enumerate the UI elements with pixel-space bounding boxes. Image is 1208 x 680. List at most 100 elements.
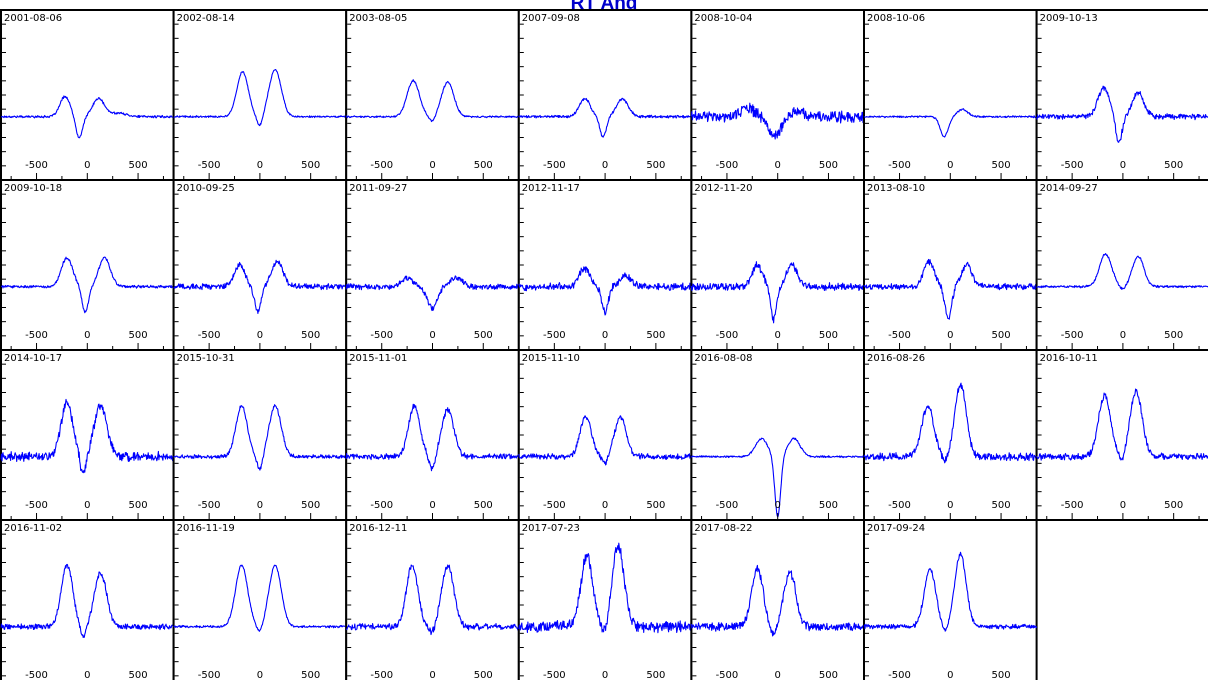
- x-tick-label: -500: [716, 500, 739, 511]
- x-tick-label: 0: [775, 160, 781, 171]
- panel-date-label: 2014-10-17: [4, 353, 62, 364]
- x-tick-label: 500: [992, 670, 1011, 680]
- x-tick-label: 0: [602, 500, 608, 511]
- spectrum-panel: -500 0 500 2013-08-10: [863, 179, 1038, 351]
- panel-frame: [690, 349, 866, 521]
- x-tick-label: 0: [947, 160, 953, 171]
- x-tick-label: -500: [1061, 500, 1084, 511]
- x-tick-label: -500: [543, 330, 566, 341]
- spectrum-line: [518, 266, 692, 316]
- panel-date-label: 2015-11-10: [522, 353, 580, 364]
- panel-date-label: 2013-08-10: [867, 183, 925, 194]
- x-tick-label: -500: [198, 500, 221, 511]
- panel-frame: [863, 349, 1038, 521]
- spectrum-line: [690, 564, 865, 637]
- x-tick-label: 0: [429, 670, 435, 680]
- spectrum-panel: -500 0 500 2008-10-04: [690, 9, 866, 181]
- x-tick-label: -500: [543, 160, 566, 171]
- x-tick-label: 500: [301, 500, 320, 511]
- x-tick-label: -500: [543, 670, 566, 680]
- spectrum-panel: -500 0 500 2012-11-17: [517, 179, 693, 351]
- panel-frame: [517, 349, 693, 521]
- x-tick-label: 500: [301, 330, 320, 341]
- x-tick-label: 500: [819, 160, 838, 171]
- spectrum-panel: -500 0 500 2015-10-31: [172, 349, 348, 521]
- panel-frame: [0, 519, 175, 680]
- x-tick-label: 500: [646, 500, 665, 511]
- x-tick-label: 500: [819, 500, 838, 511]
- panel-frame: [345, 349, 520, 521]
- panel-frame: [1035, 349, 1208, 521]
- spectrum-line: [863, 258, 1038, 320]
- x-tick-label: 500: [1164, 160, 1183, 171]
- x-tick-label: -500: [716, 160, 739, 171]
- x-tick-label: 0: [947, 330, 953, 341]
- spectrum-panel: -500 0 500 2002-08-14: [172, 9, 348, 181]
- spectrum-panel: -500 0 500 2017-09-24: [863, 519, 1038, 680]
- spectrum-panel: -500 0 500 2009-10-18: [0, 179, 175, 351]
- x-tick-label: 0: [84, 500, 90, 511]
- x-tick-label: -500: [888, 500, 911, 511]
- spectrum-line: [173, 404, 347, 471]
- panel-date-label: 2017-08-22: [694, 523, 752, 534]
- panel-frame: [345, 519, 520, 680]
- panel-frame: [172, 349, 348, 521]
- x-tick-label: -500: [716, 670, 739, 680]
- x-tick-label: 500: [129, 500, 148, 511]
- panel-frame: [345, 179, 520, 351]
- x-tick-label: -500: [1061, 330, 1084, 341]
- spectrum-line: [518, 415, 692, 466]
- spectrum-panel: -500 0 500 2016-08-26: [863, 349, 1038, 521]
- panel-date-label: 2017-07-23: [522, 523, 580, 534]
- x-tick-label: 500: [474, 330, 493, 341]
- x-tick-label: 500: [474, 670, 493, 680]
- x-tick-label: 0: [1120, 160, 1126, 171]
- panel-frame: [517, 519, 693, 680]
- x-tick-label: -500: [370, 330, 393, 341]
- spectrum-line: [0, 563, 175, 639]
- panel-frame: [690, 9, 866, 181]
- panel-date-label: 2012-11-17: [522, 183, 580, 194]
- panel-frame: [1035, 9, 1208, 181]
- spectrum-panel: -500 0 500 2016-11-02: [0, 519, 175, 680]
- x-tick-label: 0: [947, 500, 953, 511]
- x-tick-label: 500: [992, 330, 1011, 341]
- x-tick-label: -500: [370, 500, 393, 511]
- panel-date-label: 2007-09-08: [522, 13, 580, 24]
- panel-frame: [863, 519, 1038, 680]
- spectrum-line: [345, 79, 519, 123]
- x-tick-label: 0: [84, 670, 90, 680]
- x-tick-label: 0: [602, 670, 608, 680]
- x-tick-label: 500: [646, 330, 665, 341]
- x-tick-label: 500: [646, 670, 665, 680]
- x-tick-label: 0: [1120, 330, 1126, 341]
- spectrum-line: [173, 564, 347, 632]
- panel-date-label: 2016-11-02: [4, 523, 62, 534]
- spectrum-panel: -500 0 500 2001-08-06: [0, 9, 175, 181]
- x-tick-label: -500: [198, 330, 221, 341]
- x-tick-label: -500: [25, 670, 48, 680]
- spectrum-panel: -500 0 500 2010-09-25: [172, 179, 348, 351]
- spectrum-line: [518, 97, 692, 138]
- spectrum-line: [345, 564, 520, 636]
- x-tick-label: -500: [25, 160, 48, 171]
- spectrum-line: [1036, 85, 1208, 143]
- x-tick-label: 500: [474, 160, 493, 171]
- x-tick-label: -500: [1061, 160, 1084, 171]
- panel-date-label: 2002-08-14: [177, 13, 235, 24]
- x-tick-label: 500: [1164, 500, 1183, 511]
- x-tick-label: 0: [84, 160, 90, 171]
- spectrum-panel: -500 0 500 2009-10-13: [1035, 9, 1208, 181]
- panel-frame: [345, 9, 520, 181]
- panel-frame: [0, 9, 175, 181]
- panel-frame: [172, 9, 348, 181]
- x-tick-label: 500: [992, 160, 1011, 171]
- x-tick-label: 0: [775, 330, 781, 341]
- x-tick-label: 0: [429, 160, 435, 171]
- x-tick-label: 0: [775, 670, 781, 680]
- x-tick-label: -500: [198, 160, 221, 171]
- panel-frame: [517, 9, 693, 181]
- spectrum-panel: -500 0 500 2016-10-11: [1035, 349, 1208, 521]
- x-tick-label: 0: [257, 330, 263, 341]
